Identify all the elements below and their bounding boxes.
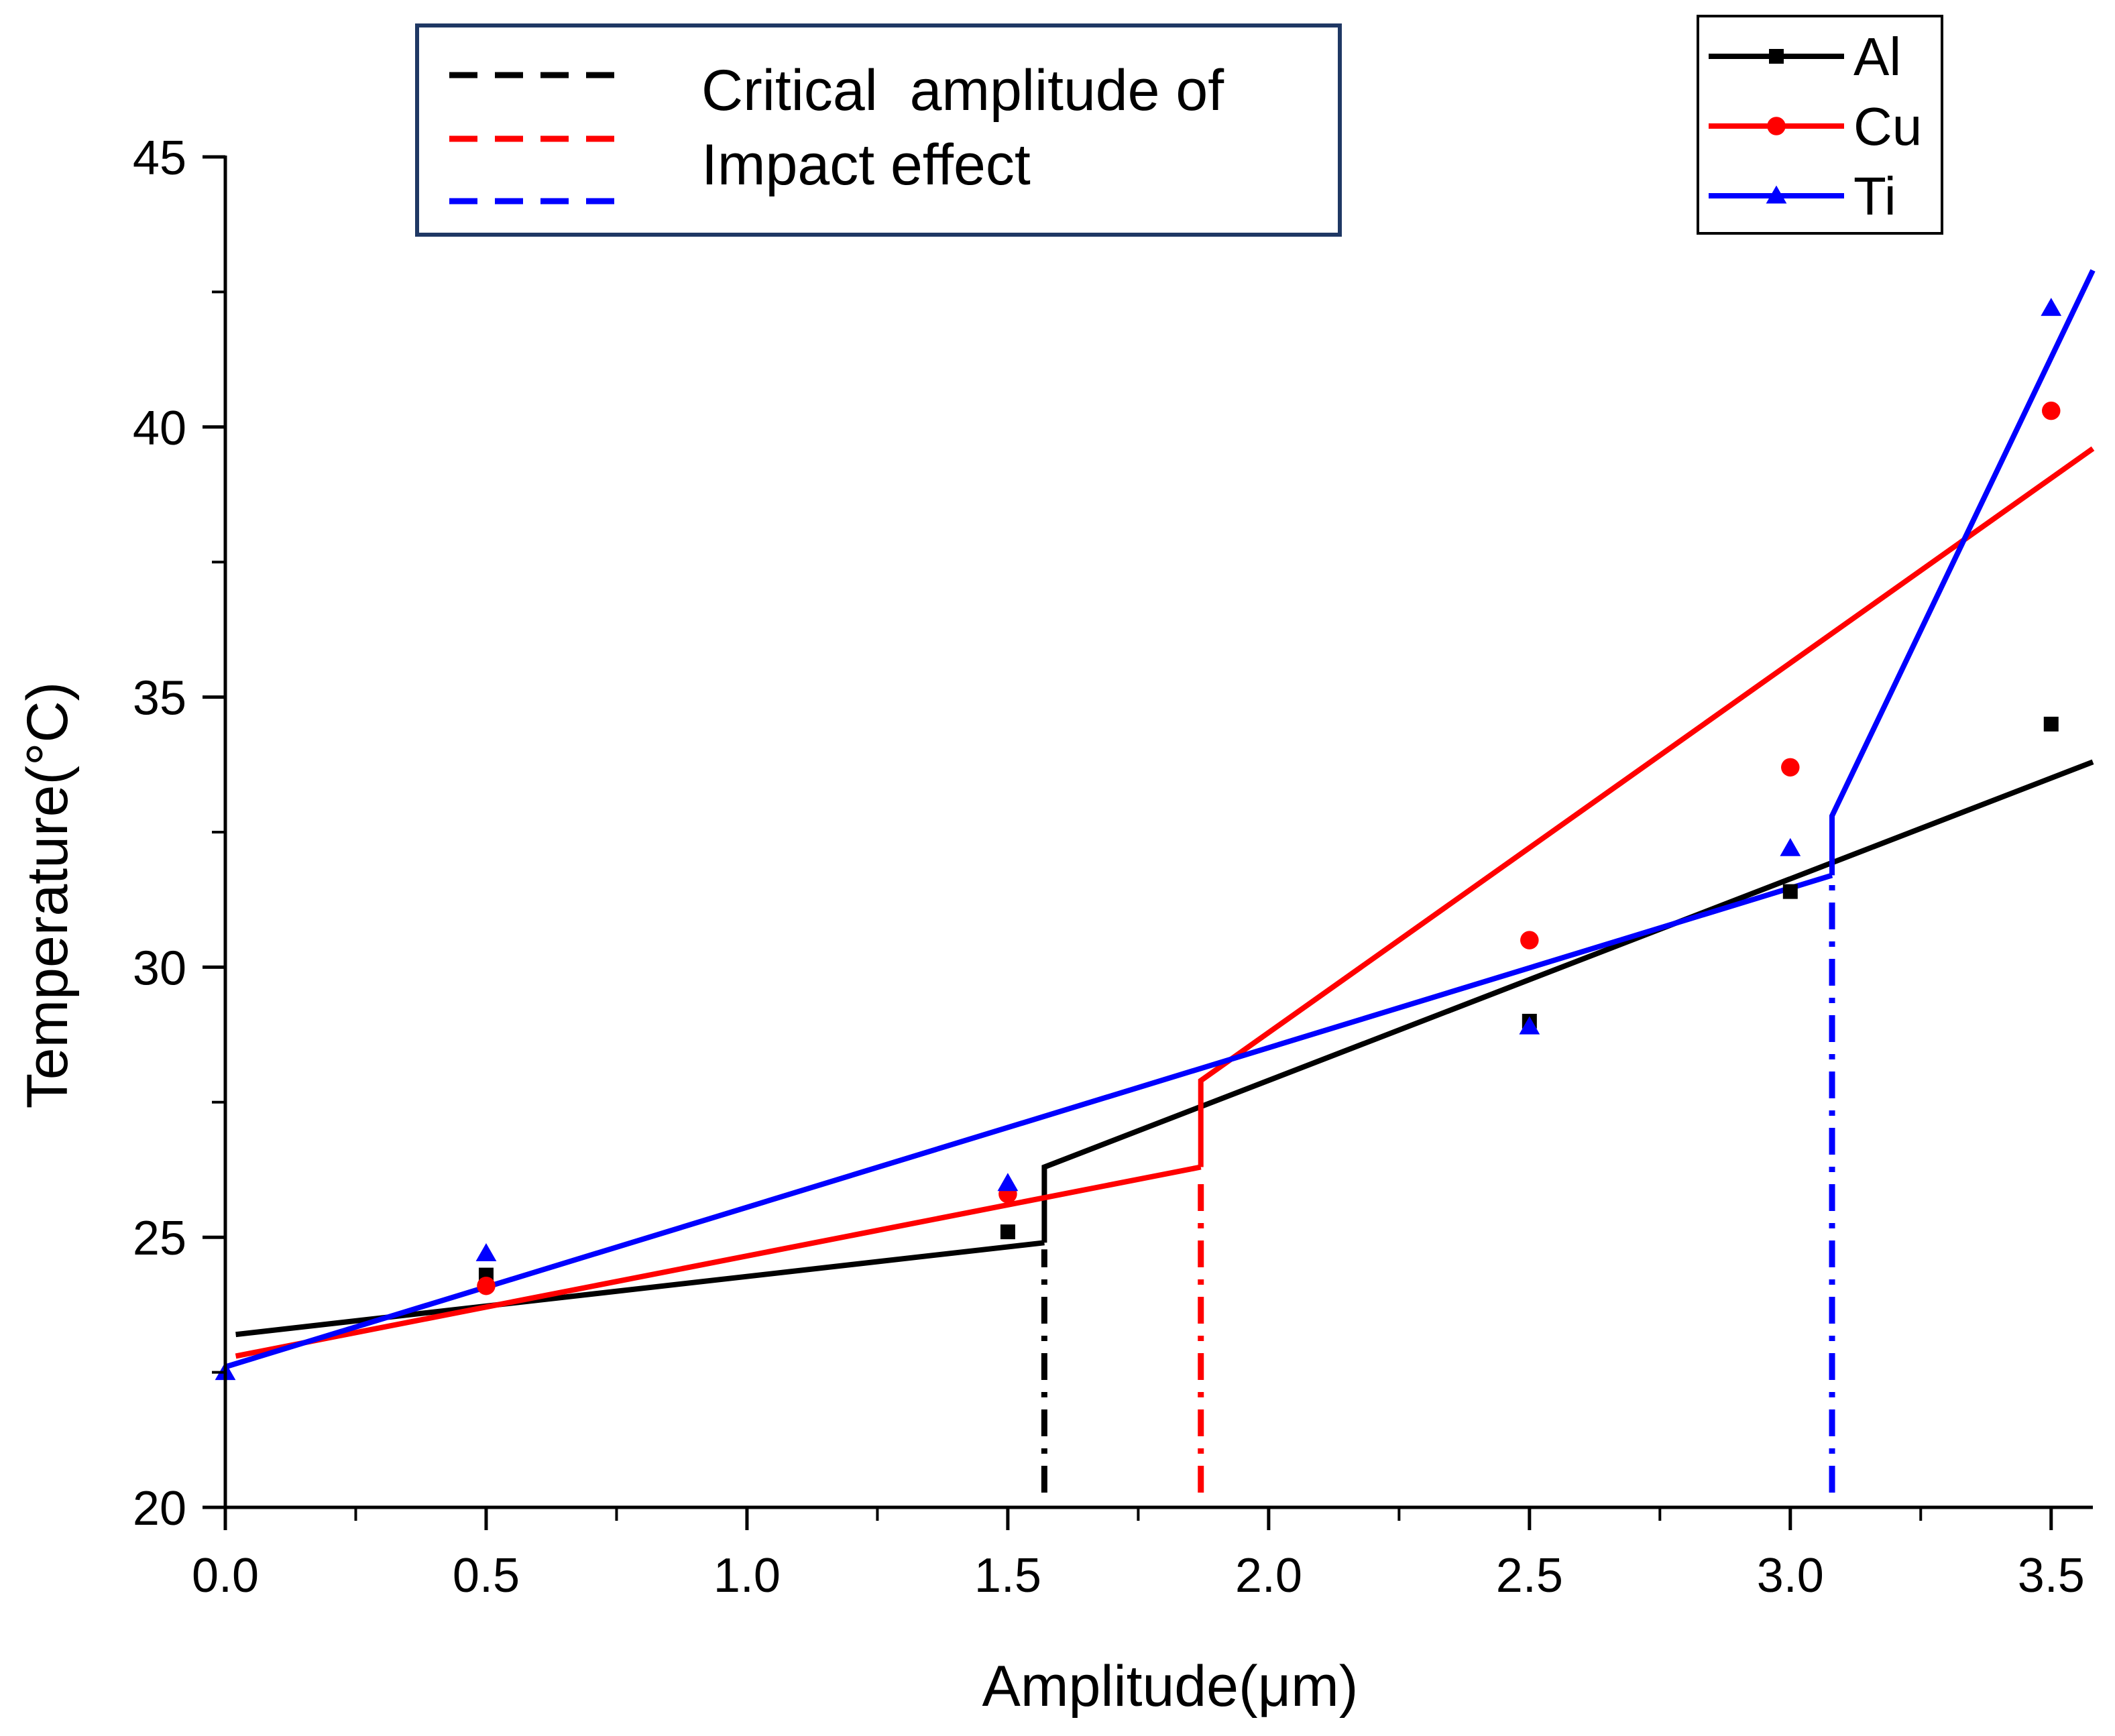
data-point-cu	[1520, 931, 1539, 949]
x-tick-label: 2.0	[1235, 1549, 1302, 1603]
x-tick-label: 1.5	[974, 1549, 1041, 1603]
critical-legend-line2: Impact effect	[701, 133, 1031, 197]
points-layer	[215, 298, 2062, 1381]
x-tick-label: 0.5	[453, 1549, 520, 1603]
data-point-al	[1782, 884, 1798, 899]
legend-marker-ti	[1766, 185, 1787, 204]
y-tick-label: 30	[133, 941, 186, 995]
data-point-ti	[1519, 1016, 1540, 1035]
data-point-al	[1000, 1224, 1015, 1240]
x-axis-label: Amplitude(μm)	[982, 1654, 1359, 1719]
fit-line-ti-1	[1829, 269, 2096, 876]
x-tick-label: 3.5	[2018, 1549, 2085, 1603]
data-point-ti	[2041, 298, 2062, 316]
fit-lines-layer	[224, 269, 2096, 1370]
fit-line-ti-0	[224, 872, 1833, 1370]
legend-marker-cu	[1767, 117, 1786, 135]
critical-lines-layer	[1041, 882, 1835, 1493]
y-tick-label: 40	[133, 402, 186, 455]
critical-legend: Critical amplitude of Impact effect	[415, 23, 1342, 237]
critical-legend-line1: Critical amplitude of	[701, 58, 1224, 123]
legend-label-al: Al	[1853, 27, 1901, 86]
data-point-ti	[997, 1173, 1019, 1192]
critical-legend-box	[415, 23, 1342, 237]
y-axis-label: Temperature(°C)	[15, 682, 80, 1109]
y-tick-label: 45	[133, 131, 186, 185]
fit-line-al-0	[235, 1240, 1045, 1338]
data-point-cu	[477, 1276, 496, 1295]
y-tick-label: 35	[133, 672, 186, 726]
series-legend: Al Cu Ti	[1697, 15, 1943, 235]
legend-marker-al	[1769, 49, 1784, 64]
x-tick-label: 2.5	[1496, 1549, 1563, 1603]
fit-line-cu-0	[235, 1164, 1202, 1359]
legend-label-cu: Cu	[1853, 97, 1922, 156]
legend-label-ti: Ti	[1853, 166, 1896, 226]
x-tick-label: 3.0	[1757, 1549, 1824, 1603]
x-tick-label: 1.0	[713, 1549, 781, 1603]
data-point-cu	[2042, 401, 2061, 420]
fit-line-al-1	[1041, 759, 2094, 1243]
axes-layer: 0.0 0.5 1.0 1.5 2.0 2.5 3.0 3.5 20 25 30 35 40 45	[133, 131, 2093, 1603]
data-point-al	[2043, 716, 2059, 732]
data-point-ti	[475, 1242, 497, 1261]
fit-line-cu-1	[1198, 446, 2095, 1167]
y-tick-label: 20	[133, 1482, 186, 1536]
data-point-ti	[1780, 837, 1801, 856]
data-point-cu	[1781, 758, 1800, 777]
x-tick-label: 0.0	[192, 1549, 259, 1603]
y-tick-label: 25	[133, 1212, 186, 1265]
